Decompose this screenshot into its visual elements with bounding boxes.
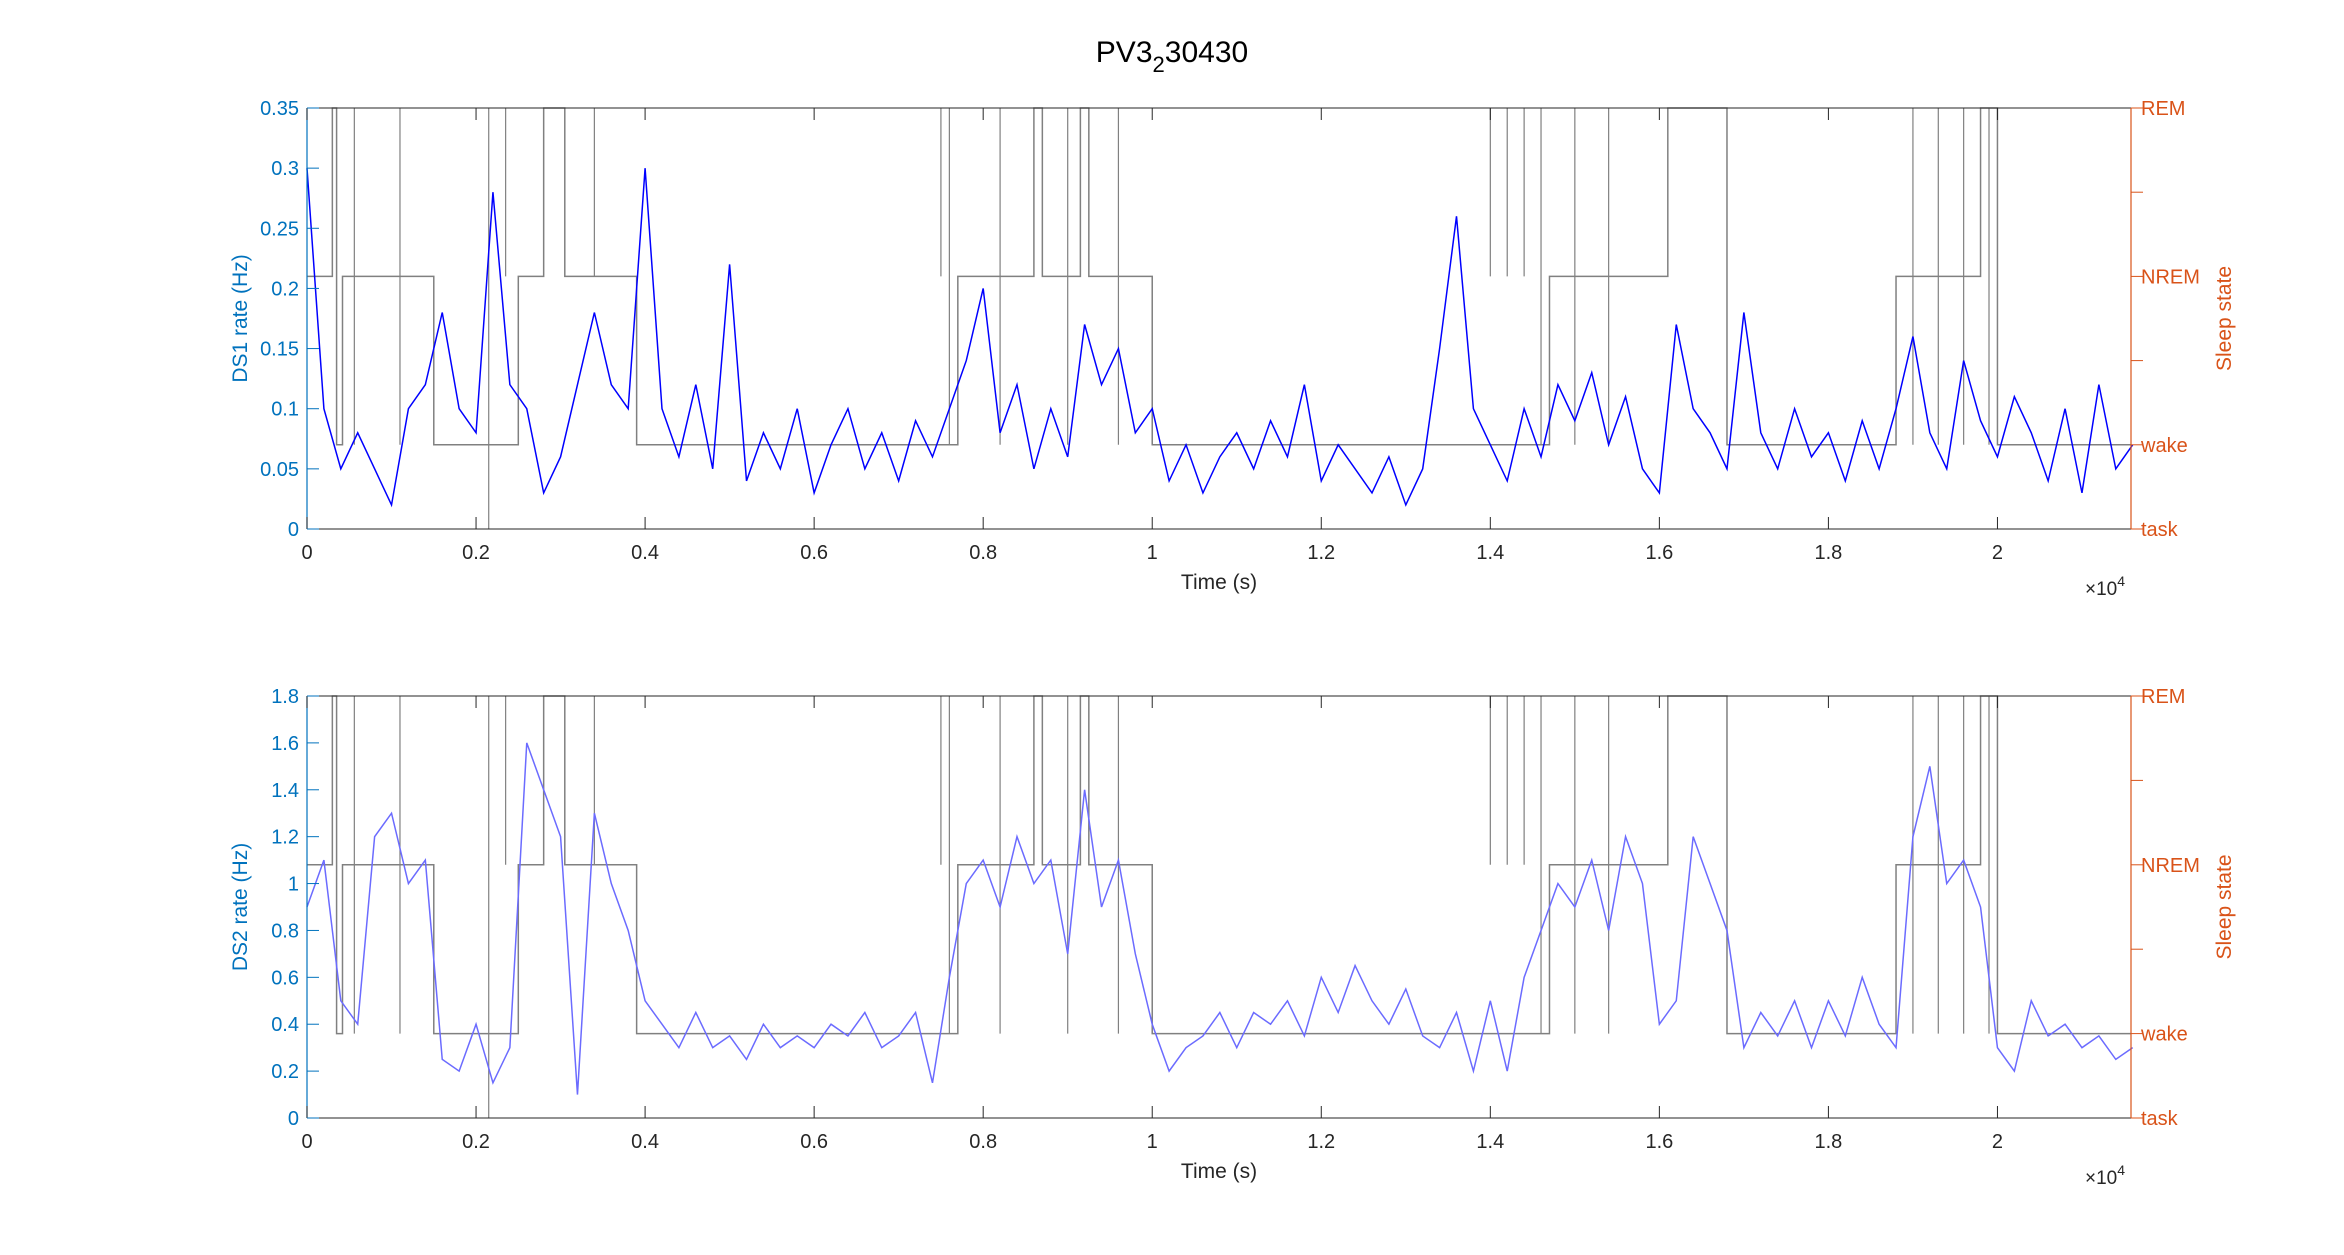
y-tick-label: 1.2 (271, 827, 299, 849)
x-exponent-label: ×104 (2085, 573, 2125, 600)
x-exponent-base: ×10 (2085, 579, 2117, 600)
x-tick-label: 1.8 (1815, 542, 1843, 564)
x-tick-label: 0.2 (462, 1131, 490, 1153)
y-tick-label: 0.35 (260, 98, 299, 120)
y-tick-label: 1.4 (271, 780, 299, 802)
y-tick-label: 1 (288, 874, 299, 896)
x-tick-label: 1.6 (1645, 1131, 1673, 1153)
y-tick-label: 1.6 (271, 733, 299, 755)
x-tick-label: 1.2 (1307, 1131, 1335, 1153)
x-tick-label: 2 (1992, 542, 2003, 564)
hypnogram-line (307, 108, 2131, 445)
ds1-rate-line (307, 168, 2133, 505)
right-y-tick-label: REM (2141, 686, 2185, 708)
y-axis-label: DS2 rate (Hz) (229, 843, 252, 971)
x-tick-label: 0.6 (800, 1131, 828, 1153)
y-tick-label: 0 (288, 519, 299, 541)
right-y-tick-label: NREM (2141, 266, 2200, 288)
y-tick-label: 0 (288, 1108, 299, 1130)
x-tick-label: 0.2 (462, 542, 490, 564)
y-tick-label: 1.8 (271, 686, 299, 708)
x-tick-label: 1.4 (1476, 1131, 1504, 1153)
ds2-rate-line (307, 743, 2133, 1095)
right-y-tick-label: NREM (2141, 855, 2200, 877)
right-y-axis-label: Sleep state (2213, 266, 2236, 371)
x-tick-label: 1 (1147, 542, 1158, 564)
y-tick-label: 0.3 (271, 158, 299, 180)
hypnogram-line (307, 696, 2131, 1034)
x-exponent-power: 4 (2117, 1162, 2125, 1178)
x-exponent-power: 4 (2117, 573, 2125, 589)
x-tick-label: 0.6 (800, 542, 828, 564)
x-exponent-base: ×10 (2085, 1168, 2117, 1189)
x-tick-label: 1.4 (1476, 542, 1504, 564)
figure-title: PV3230430 (1096, 36, 1248, 77)
x-axis-label: Time (s) (1181, 571, 1257, 594)
y-tick-label: 0.15 (260, 339, 299, 361)
y-tick-label: 0.4 (271, 1014, 299, 1036)
x-tick-label: 0 (301, 1131, 312, 1153)
y-tick-label: 0.2 (271, 1061, 299, 1083)
right-y-tick-label: wake (2140, 435, 2188, 457)
ds2-rate-plot: 0 0.2 0.4 0.6 0.8 1 1.2 1.4 1.6 1.8 2 Time (s) ×104 0… (229, 686, 2236, 1189)
x-axis-label: Time (s) (1181, 1160, 1257, 1183)
y-tick-label: 0.1 (271, 399, 299, 421)
right-y-axis-label: Sleep state (2213, 854, 2236, 959)
x-tick-label: 1.2 (1307, 542, 1335, 564)
y-tick-label: 0.8 (271, 920, 299, 942)
y-tick-label: 0.05 (260, 459, 299, 481)
x-tick-label: 0.8 (969, 542, 997, 564)
x-tick-label: 1.6 (1645, 542, 1673, 564)
right-y-tick-label: task (2141, 1108, 2179, 1130)
right-y-tick-label: wake (2140, 1024, 2188, 1046)
y-tick-label: 0.2 (271, 278, 299, 300)
x-tick-label: 0.4 (631, 542, 659, 564)
x-tick-label: 0 (301, 542, 312, 564)
ds1-rate-plot: 0 0.2 0.4 0.6 0.8 1 1.2 1.4 1.6 1.8 2 Time (s) ×104 0… (229, 98, 2236, 600)
x-exponent-label: ×104 (2085, 1162, 2125, 1189)
y-tick-label: 0.25 (260, 218, 299, 240)
y-axis-label: DS1 rate (Hz) (229, 254, 252, 382)
x-tick-label: 0.8 (969, 1131, 997, 1153)
x-tick-label: 0.4 (631, 1131, 659, 1153)
x-tick-label: 2 (1992, 1131, 2003, 1153)
x-tick-label: 1.8 (1815, 1131, 1843, 1153)
right-y-tick-label: REM (2141, 98, 2185, 120)
x-tick-label: 1 (1147, 1131, 1158, 1153)
y-tick-label: 0.6 (271, 967, 299, 989)
right-y-tick-label: task (2141, 519, 2179, 541)
